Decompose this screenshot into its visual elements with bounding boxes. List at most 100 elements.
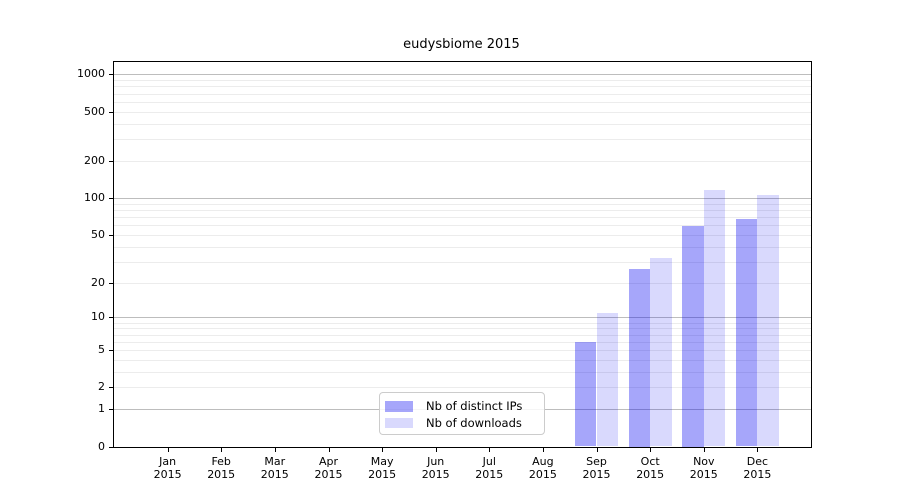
gridline-minor-70 xyxy=(114,216,811,218)
gridline-minor-2 xyxy=(114,387,811,389)
bar-distinct-ips-nov-2015 xyxy=(682,226,704,447)
x-tick-label-month: Nov xyxy=(693,454,715,468)
x-tick-label-sep-2015: Sep 2015 xyxy=(565,455,629,482)
x-tick-mark-apr xyxy=(328,447,330,452)
x-tick-label-month: Oct xyxy=(640,454,660,468)
y-tick-mark-500 xyxy=(109,111,113,113)
y-tick-mark-100 xyxy=(109,198,113,199)
gridline-minor-500 xyxy=(114,111,811,113)
x-tick-label-month: Jul xyxy=(482,454,496,468)
gridline-minor-80 xyxy=(114,209,811,211)
x-tick-mark-may xyxy=(382,447,384,452)
x-tick-label-dec-2015: Dec 2015 xyxy=(725,455,789,482)
x-tick-label-aug-2015: Aug 2015 xyxy=(511,455,575,482)
gridline-minor-20 xyxy=(114,282,811,284)
x-tick-label-year: 2015 xyxy=(207,468,236,481)
y-tick-label-5: 5 xyxy=(98,343,105,356)
x-tick-label-oct-2015: Oct 2015 xyxy=(618,455,682,482)
x-tick-label-year: 2015 xyxy=(528,468,557,481)
x-tick-label-jul-2015: Jul 2015 xyxy=(457,455,521,482)
x-tick-label-month: Mar xyxy=(264,454,286,468)
x-tick-label-month: Jan xyxy=(159,454,177,468)
legend-swatch-distinct-ips-icon xyxy=(385,401,413,412)
gridline-minor-5 xyxy=(114,350,811,351)
y-tick-mark-1000 xyxy=(109,74,113,76)
y-tick-label-10: 10 xyxy=(91,310,105,324)
gridline-minor-900 xyxy=(114,80,811,82)
x-tick-mark-dec xyxy=(757,447,759,452)
gridline-minor-60 xyxy=(114,225,811,227)
x-tick-label-feb-2015: Feb 2015 xyxy=(189,455,253,482)
y-tick-mark-2 xyxy=(109,387,113,389)
gridline-minor-50 xyxy=(114,234,811,236)
x-tick-label-year: 2015 xyxy=(743,468,772,481)
x-tick-mark-nov xyxy=(703,447,705,452)
x-tick-label-nov-2015: Nov 2015 xyxy=(672,455,736,482)
y-tick-mark-10 xyxy=(109,317,113,319)
chart-title: eudysbiome 2015 xyxy=(403,37,520,52)
gridline-minor-700 xyxy=(114,93,811,95)
x-tick-label-apr-2015: Apr 2015 xyxy=(297,455,361,482)
x-tick-label-month: Aug xyxy=(532,454,554,468)
bar-downloads-sep-2015 xyxy=(596,312,618,447)
gridline-minor-9 xyxy=(114,322,811,324)
y-tick-label-0: 0 xyxy=(98,439,105,453)
gridline-minor-600 xyxy=(114,101,811,103)
x-tick-label-month: Dec xyxy=(746,454,769,468)
gridline-minor-90 xyxy=(114,203,811,205)
bar-distinct-ips-sep-2015 xyxy=(575,341,597,447)
x-tick-mark-jun xyxy=(435,447,437,452)
gridline-major-1000 xyxy=(114,74,811,76)
bar-downloads-dec-2015 xyxy=(757,195,779,447)
y-tick-label-1000: 1000 xyxy=(77,67,105,81)
legend-entry-downloads: Nb of downloads xyxy=(385,415,544,432)
x-tick-label-jan-2015: Jan 2015 xyxy=(136,455,200,482)
bar-distinct-ips-oct-2015 xyxy=(628,269,651,447)
x-tick-label-year: 2015 xyxy=(314,468,343,481)
y-tick-label-100: 100 xyxy=(84,191,105,204)
x-tick-label-month: Sep xyxy=(586,454,607,468)
x-tick-label-month: Jun xyxy=(427,454,445,468)
y-tick-mark-5 xyxy=(109,350,113,351)
x-tick-label-may-2015: May 2015 xyxy=(350,455,414,482)
x-tick-mark-jan xyxy=(167,447,169,452)
x-tick-mark-mar xyxy=(274,447,276,452)
bar-downloads-oct-2015 xyxy=(650,258,672,447)
gridline-minor-800 xyxy=(114,86,811,88)
legend-label-downloads: Nb of downloads xyxy=(426,415,522,430)
x-tick-label-year: 2015 xyxy=(475,468,504,481)
x-tick-label-year: 2015 xyxy=(368,468,397,481)
x-tick-label-year: 2015 xyxy=(582,468,611,481)
legend-label-distinct-ips: Nb of distinct IPs xyxy=(426,399,523,414)
y-tick-mark-20 xyxy=(109,282,113,284)
gridline-minor-400 xyxy=(114,123,811,125)
y-tick-label-50: 50 xyxy=(91,227,105,241)
y-tick-label-500: 500 xyxy=(84,104,105,118)
y-tick-label-1: 1 xyxy=(98,402,105,416)
x-tick-label-year: 2015 xyxy=(260,468,289,481)
x-tick-label-month: Apr xyxy=(318,454,339,468)
y-tick-mark-50 xyxy=(109,234,113,236)
gridline-major-100 xyxy=(114,198,811,199)
x-tick-label-year: 2015 xyxy=(636,468,665,481)
legend-entry-distinct-ips: Nb of distinct IPs xyxy=(385,398,544,415)
y-tick-mark-1 xyxy=(109,409,113,411)
legend-swatch-downloads-icon xyxy=(385,417,413,428)
gridline-minor-300 xyxy=(114,139,811,141)
y-tick-mark-200 xyxy=(109,160,113,162)
gridline-minor-200 xyxy=(114,160,811,162)
gridline-major-10 xyxy=(114,317,811,319)
x-tick-mark-aug xyxy=(542,447,544,452)
x-tick-label-month: Feb xyxy=(211,454,231,468)
bar-downloads-nov-2015 xyxy=(703,189,726,447)
x-tick-mark-feb xyxy=(221,447,223,452)
x-tick-label-month: May xyxy=(370,454,394,468)
y-tick-label-20: 20 xyxy=(91,275,105,289)
gridline-minor-7 xyxy=(114,334,811,336)
y-tick-mark-0 xyxy=(109,446,113,448)
y-tick-label-2: 2 xyxy=(98,380,105,394)
gridline-minor-8 xyxy=(114,328,811,330)
gridline-minor-30 xyxy=(114,261,811,263)
plot-area: 0 1 2 5 10 20 50 100 200 500 1000 Jan 2015 Feb 2015 Mar… xyxy=(77,61,812,481)
